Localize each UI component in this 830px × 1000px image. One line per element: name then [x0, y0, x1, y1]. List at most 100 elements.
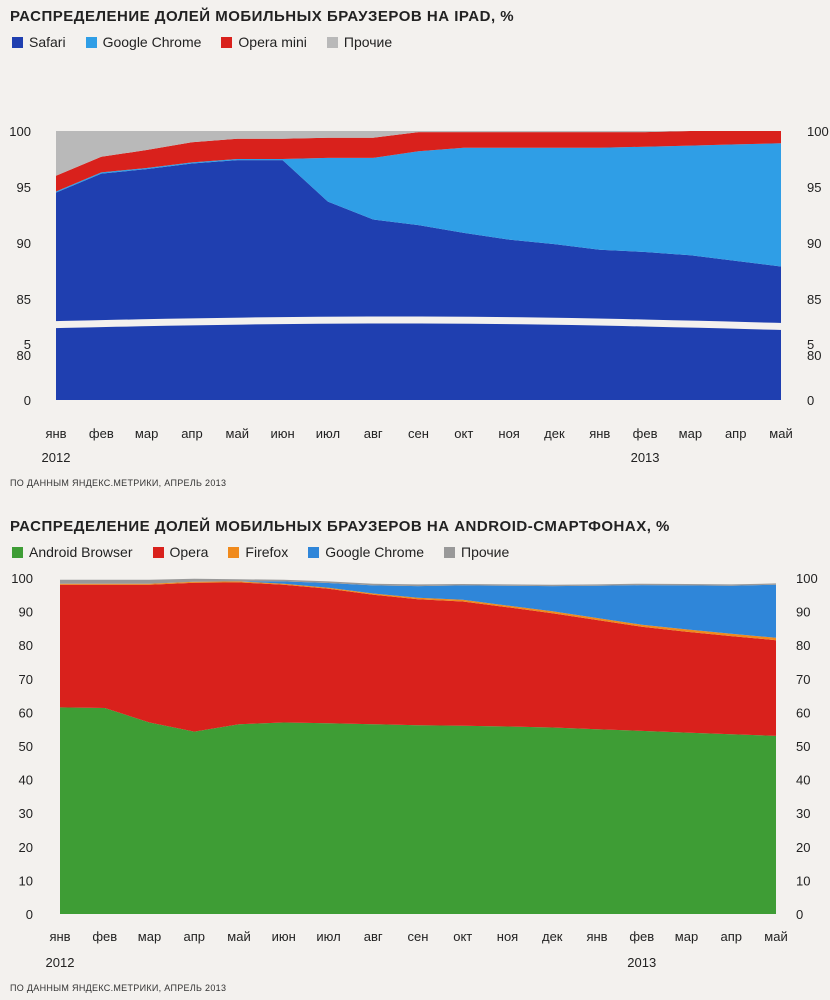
chart2-x-tick: авг — [364, 929, 383, 944]
chart1-legend-item: Google Chrome — [85, 34, 202, 50]
chart1-area-google-chrome — [56, 143, 781, 267]
chart2-area-android-browser — [60, 707, 776, 914]
chart2-x-tick: июл — [316, 929, 340, 944]
chart1-legend-swatch — [12, 36, 23, 48]
chart1-x-tick: янв — [45, 426, 66, 441]
chart2-y-tick-right: 30 — [796, 806, 810, 821]
chart1-area-opera-mini — [56, 131, 781, 192]
chart1-x-tick: янв — [589, 426, 610, 441]
chart1-x-tick: мар — [135, 426, 158, 441]
chart2-y-tick-right: 90 — [796, 605, 810, 620]
chart1-y-tick-left: 85 — [17, 292, 31, 307]
chart1-year-label: 2013 — [631, 450, 660, 465]
chart2-legend-label: Прочие — [461, 544, 510, 560]
chart1-y-tick-left: 5 — [24, 337, 31, 352]
chart2-x-tick: ноя — [497, 929, 518, 944]
chart1-y-tick-right: 5 — [807, 337, 814, 352]
chart1-y-tick-right: 85 — [807, 292, 821, 307]
chart2-x-tick: апр — [721, 929, 743, 944]
chart1-y-tick-left: 100 — [9, 124, 31, 139]
chart2-x-tick: дек — [542, 929, 563, 944]
chart2-legend-item: Прочие — [444, 544, 509, 560]
chart1-y-tick-left: 80 — [17, 348, 31, 363]
chart2-y-tick-left: 50 — [19, 739, 33, 754]
chart2-y-tick-left: 30 — [19, 806, 33, 821]
chart2-legend-item: Firefox — [228, 544, 288, 560]
chart2-area-opera — [60, 582, 776, 736]
chart2-source: ПО ДАННЫМ ЯНДЕКС.МЕТРИКИ, АПРЕЛЬ 2013 — [10, 983, 227, 993]
chart2-x-tick: янв — [49, 929, 70, 944]
chart2-legend-label: Firefox — [245, 544, 289, 560]
chart2-x-tick: май — [227, 929, 250, 944]
chart1-legend-label: Google Chrome — [102, 34, 202, 50]
chart2-area-прочие — [60, 578, 776, 587]
chart2-y-tick-right: 40 — [796, 773, 810, 788]
chart1-x-tick: мар — [679, 426, 702, 441]
chart1-legend-swatch — [326, 36, 338, 48]
chart2-legend-item: Google Chrome — [308, 544, 424, 560]
chart2-x-tick: мар — [138, 929, 161, 944]
chart1-legend: Safari Google Chrome Opera mini Прочие — [12, 34, 392, 50]
chart1-legend-label: Safari — [29, 34, 66, 50]
chart2-legend-label: Google Chrome — [325, 544, 425, 560]
chart2-legend-swatch — [308, 546, 320, 558]
chart1-legend-label: Opera mini — [238, 34, 307, 50]
chart2-legend-label: Opera — [169, 544, 209, 560]
chart2-x-tick: июн — [272, 929, 296, 944]
chart1-x-tick: авг — [364, 426, 383, 441]
chart1-y-tick-right: 80 — [807, 348, 821, 363]
chart2-y-tick-left: 60 — [19, 705, 33, 720]
chart1-legend-item: Safari — [12, 34, 66, 50]
chart2-legend-label: Android Browser — [29, 544, 133, 560]
chart2-y-tick-left: 90 — [19, 605, 33, 620]
chart2-x-tick: окт — [453, 929, 472, 944]
chart2-y-tick-right: 60 — [796, 705, 810, 720]
chart2-y-tick-right: 80 — [796, 638, 810, 653]
chart2-legend-item: Opera — [152, 544, 209, 560]
chart1-y-tick-right: 90 — [807, 236, 821, 251]
chart2-y-tick-right: 0 — [796, 907, 803, 922]
chart1-x-tick: фев — [89, 426, 114, 441]
chart2-legend-swatch — [152, 546, 164, 558]
chart2-legend-swatch — [228, 546, 240, 558]
chart2-y-tick-left: 20 — [19, 840, 33, 855]
chart1-axis-break — [39, 316, 801, 331]
chart2-year-label: 2013 — [627, 955, 656, 970]
chart2-plot: 0 0 10 10 20 20 30 30 40 40 50 50 60 60 70 70 80 80 90 90 10… — [11, 571, 817, 970]
chart1-x-tick: май — [226, 426, 249, 441]
chart2-x-tick: янв — [586, 929, 607, 944]
chart1-x-tick: дек — [544, 426, 565, 441]
chart2-y-tick-left: 40 — [19, 773, 33, 788]
chart2-year-label: 2012 — [46, 955, 75, 970]
chart2-x-tick: фев — [629, 929, 654, 944]
chart2-legend-swatch — [12, 546, 23, 558]
chart1-x-tick: июл — [316, 426, 340, 441]
chart1-legend-item: Opera mini — [221, 34, 307, 50]
chart1-area-прочие — [56, 131, 781, 176]
chart2-legend: Android Browser Opera Firefox Google Chrome… — [12, 544, 509, 560]
chart2-y-tick-left: 70 — [19, 672, 33, 687]
chart1-legend-item: Прочие — [326, 34, 393, 50]
chart1-y-tick-right: 100 — [807, 124, 829, 139]
chart1-legend-label: Прочие — [343, 34, 393, 50]
chart1-y-tick-left: 0 — [24, 393, 31, 408]
chart1-x-tick: окт — [454, 426, 473, 441]
chart2-y-tick-left: 100 — [11, 571, 33, 586]
chart2-y-tick-right: 50 — [796, 739, 810, 754]
chart1-y-tick-right: 0 — [807, 393, 814, 408]
chart1-y-tick-right: 95 — [807, 180, 821, 195]
chart2-y-tick-right: 70 — [796, 672, 810, 687]
chart1-x-tick: май — [769, 426, 792, 441]
chart2-x-tick: май — [764, 929, 787, 944]
chart1-title: РАСПРЕДЕЛЕНИЕ ДОЛЕЙ МОБИЛЬНЫХ БРАУЗЕРОВ … — [10, 8, 515, 25]
chart2-x-tick: апр — [184, 929, 206, 944]
chart1-y-tick-left: 90 — [17, 236, 31, 251]
chart1-x-tick: апр — [725, 426, 747, 441]
chart2-y-tick-right: 10 — [796, 873, 810, 888]
chart1-area-safari — [56, 160, 781, 400]
chart1-source: ПО ДАННЫМ ЯНДЕКС.МЕТРИКИ, АПРЕЛЬ 2013 — [10, 478, 227, 488]
chart1-year-label: 2012 — [42, 450, 71, 465]
chart2-x-tick: фев — [92, 929, 117, 944]
chart1-legend-swatch — [221, 36, 233, 48]
